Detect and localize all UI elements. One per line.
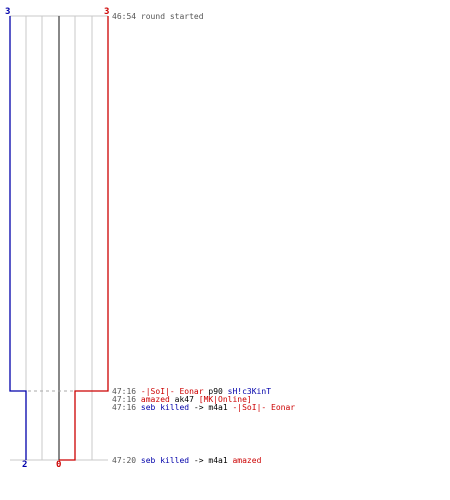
victim-name: amazed — [232, 456, 262, 465]
arrow: -> — [193, 456, 204, 465]
weapon-name: m4a1 — [208, 403, 228, 412]
red-end-score: 0 — [56, 460, 62, 470]
red-start-score: 3 — [104, 7, 110, 17]
killer-name: seb killed — [140, 403, 190, 412]
log-entry-round-start: 46:54 round started — [112, 12, 204, 21]
weapon-name: m4a1 — [208, 456, 228, 465]
event-time: 47:16 — [112, 395, 137, 404]
blue-start-score: 3 — [5, 7, 11, 17]
blue-team-line — [9, 16, 27, 460]
red-team-line — [59, 16, 109, 461]
arrow: -> — [193, 403, 204, 412]
log-entry-kill: 47:16 -|SoI|- Eonar p90 sH!c3KinT — [112, 387, 271, 396]
weapon-name: ak47 — [174, 395, 194, 404]
killer-name: seb killed — [140, 456, 190, 465]
event-text: round started — [140, 12, 204, 21]
victim-name: sH!c3KinT — [227, 387, 272, 396]
log-entry-kill: 47:16 seb killed -> m4a1 -|SoI|- Eonar — [112, 403, 295, 412]
event-time: 47:20 — [112, 456, 137, 465]
victim-name: -|SoI|- Eonar — [232, 403, 296, 412]
killer-name: amazed — [140, 395, 170, 404]
log-entry-kill: 47:20 seb killed -> m4a1 amazed — [112, 456, 261, 465]
event-time: 46:54 — [112, 12, 137, 21]
event-time: 47:16 — [112, 403, 137, 412]
grid-lines — [10, 15, 108, 461]
weapon-name: p90 — [208, 387, 223, 396]
event-time: 47:16 — [112, 387, 137, 396]
log-entry-kill: 47:16 amazed ak47 [MK|Online] — [112, 395, 252, 404]
killer-name: -|SoI|- Eonar — [140, 387, 204, 396]
victim-name: [MK|Online] — [198, 395, 252, 404]
blue-end-score: 2 — [22, 460, 28, 470]
